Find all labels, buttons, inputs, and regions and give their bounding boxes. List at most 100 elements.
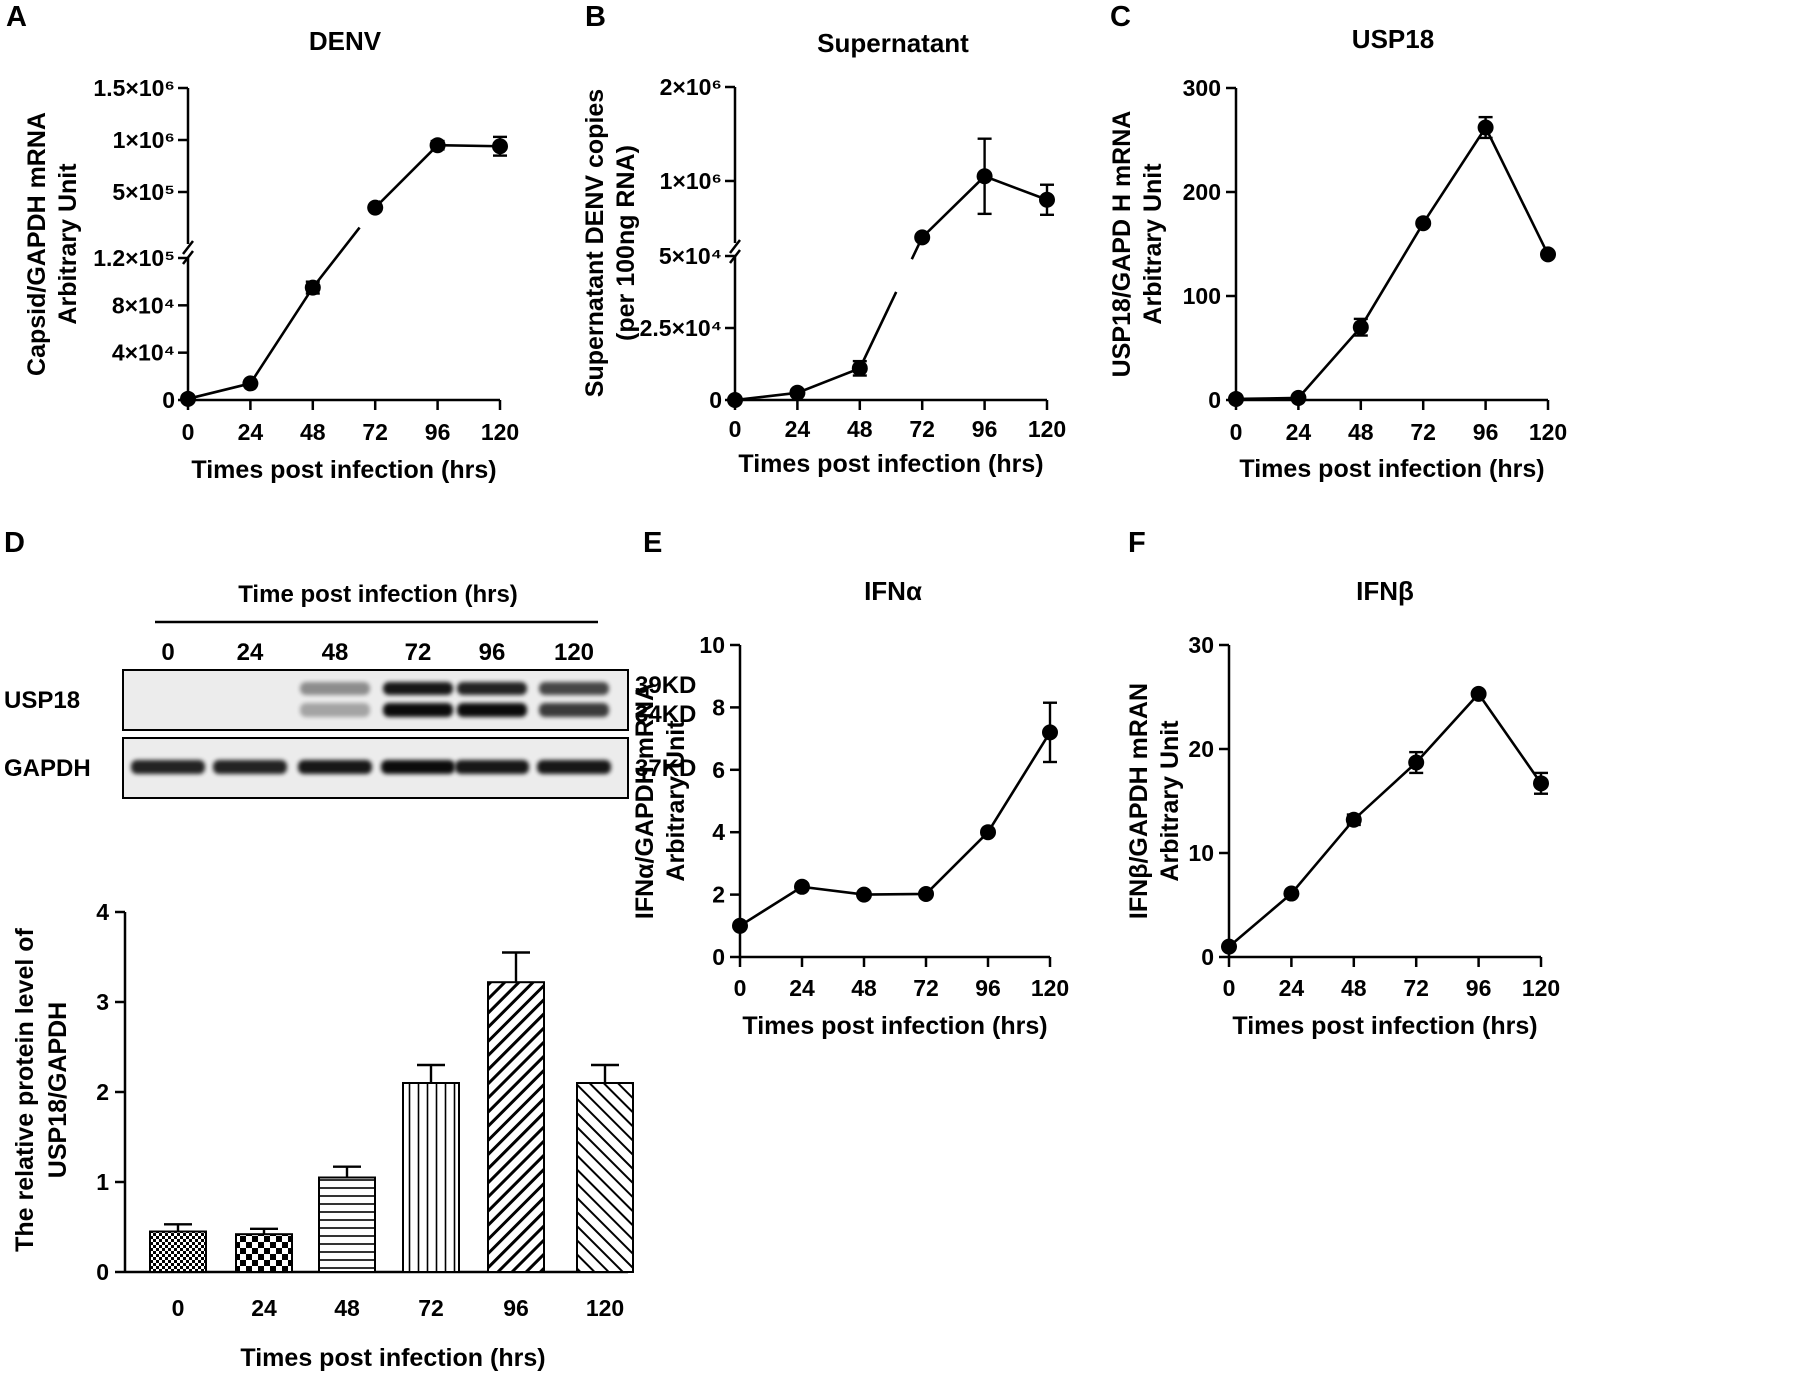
x-tick-label: 96 [972,416,998,442]
y-tick-label: 5×10⁵ [112,179,175,205]
y-axis-label: The relative protein level of [11,927,39,1251]
x-tick-label: 48 [334,1295,360,1321]
data-point [1470,685,1487,702]
data-point [1533,775,1549,792]
usp18-row-label: USP18 [4,687,80,714]
y-tick-label: 2.5×10⁴ [640,315,722,341]
y-tick-label: 8×10⁴ [112,292,175,318]
data-point [1290,389,1307,406]
usp18-blot-box [122,669,629,731]
series-line [734,291,898,402]
x-axis-label: Times post infection (hrs) [738,450,1043,478]
y-tick-label: 0 [96,1259,109,1285]
series-line [1235,124,1550,401]
y-tick-label: 10 [1188,840,1214,866]
y-axis [1226,86,1238,402]
panel-B: B Supernatant Supernatant DENV copies (per … [581,1,1066,478]
y-tick-label: 1×10⁶ [113,127,175,153]
x-axis [1227,955,1543,967]
x-tick-label: 72 [909,416,935,442]
x-tick-label: 0 [172,1295,185,1321]
y-tick-label: 4 [712,819,725,845]
y-tick-label: 3 [96,989,109,1015]
x-tick-label: 24 [251,1295,277,1321]
x-axis [186,398,502,410]
data-point [367,199,384,216]
data-point [1352,319,1369,336]
y-axis [730,643,742,959]
chart-title: IFNα [864,576,922,606]
data-point [1408,754,1425,771]
data-point [1477,119,1494,136]
y-axis-label: (per 100ng RNA) [612,145,640,341]
data-point [727,392,743,408]
x-axis-label: Times post infection (hrs) [240,1344,545,1372]
y-tick-label: 30 [1188,632,1214,658]
data-point [1283,885,1300,902]
blot-band [457,682,527,695]
y-axis-label: IFNα/GAPDH mRNA [631,683,659,919]
lane-label: 72 [405,639,432,666]
y-tick-label: 4 [96,899,109,925]
bar [487,981,545,1273]
blot-band [300,703,370,717]
y-tick-label: 8 [712,694,725,720]
chart-title: USP18 [1352,24,1434,54]
blot-band [457,703,527,717]
series-line [374,143,501,209]
x-tick-label: 120 [481,419,519,445]
x-axis-label: Times post infection (hrs) [1239,455,1544,483]
x-tick-label: 72 [1403,975,1429,1001]
band-size-label: 34KD [635,701,696,728]
data-point [304,279,321,296]
western-blot: Time post infection (hrs) 0 24 48 72 96 120 USP… [4,581,696,799]
x-tick-label: 48 [851,975,877,1001]
lane-label: 120 [554,639,594,666]
data-point [492,138,508,155]
x-tick-label: 24 [238,419,264,445]
data-point [242,375,259,392]
y-tick-label: 5×10⁴ [659,243,722,269]
x-tick-label: 0 [729,416,742,442]
y-tick-label: 1 [96,1169,109,1195]
x-tick-label: 96 [1473,419,1499,445]
data-point [1221,938,1237,955]
blot-header: Time post infection (hrs) [238,581,518,608]
y-tick-label: 0 [712,944,725,970]
y-tick-label: 1.2×10⁵ [93,245,175,271]
y-axis-label: Arbitrary Unit [1139,163,1167,325]
y-axis-label: IFNβ/GAPDH mRAN [1125,683,1153,919]
axis-break-mark [729,239,741,254]
y-axis [1219,643,1231,959]
chart-title: Supernatant [817,28,969,58]
y-tick-label: 4×10⁴ [112,340,175,366]
y-tick-label: 200 [1183,179,1221,205]
data-point [914,229,931,246]
panel-A: A DENV Capsid/GAPDH mRNA Arbitrary Unit Time… [6,1,519,484]
bar [402,1082,460,1273]
blot-band [381,760,455,774]
data-point [980,824,996,841]
y-axis-label: Arbitrary Unit [1156,720,1184,882]
x-axis-label: Times post infection (hrs) [742,1012,1047,1040]
data-point [1415,215,1432,232]
band-size-label: 39KD [635,672,696,699]
band-size-label: 37KD [635,755,696,782]
data-point [429,137,446,154]
blot-band [383,703,453,717]
y-axis [725,85,741,402]
x-axis-label: Times post infection (hrs) [1232,1012,1537,1040]
x-tick-label: 120 [1028,416,1066,442]
lane-label: 0 [161,639,174,666]
panel-label-E: E [643,527,662,559]
x-tick-label: 48 [1348,419,1374,445]
data-point [1345,811,1362,828]
panel-label-F: F [1128,527,1146,559]
y-tick-label: 20 [1188,736,1214,762]
y-tick-label: 0 [162,387,175,413]
x-tick-label: 0 [734,975,747,1001]
x-tick-label: 72 [913,975,939,1001]
x-tick-label: 24 [1286,419,1312,445]
bar [149,1230,207,1273]
